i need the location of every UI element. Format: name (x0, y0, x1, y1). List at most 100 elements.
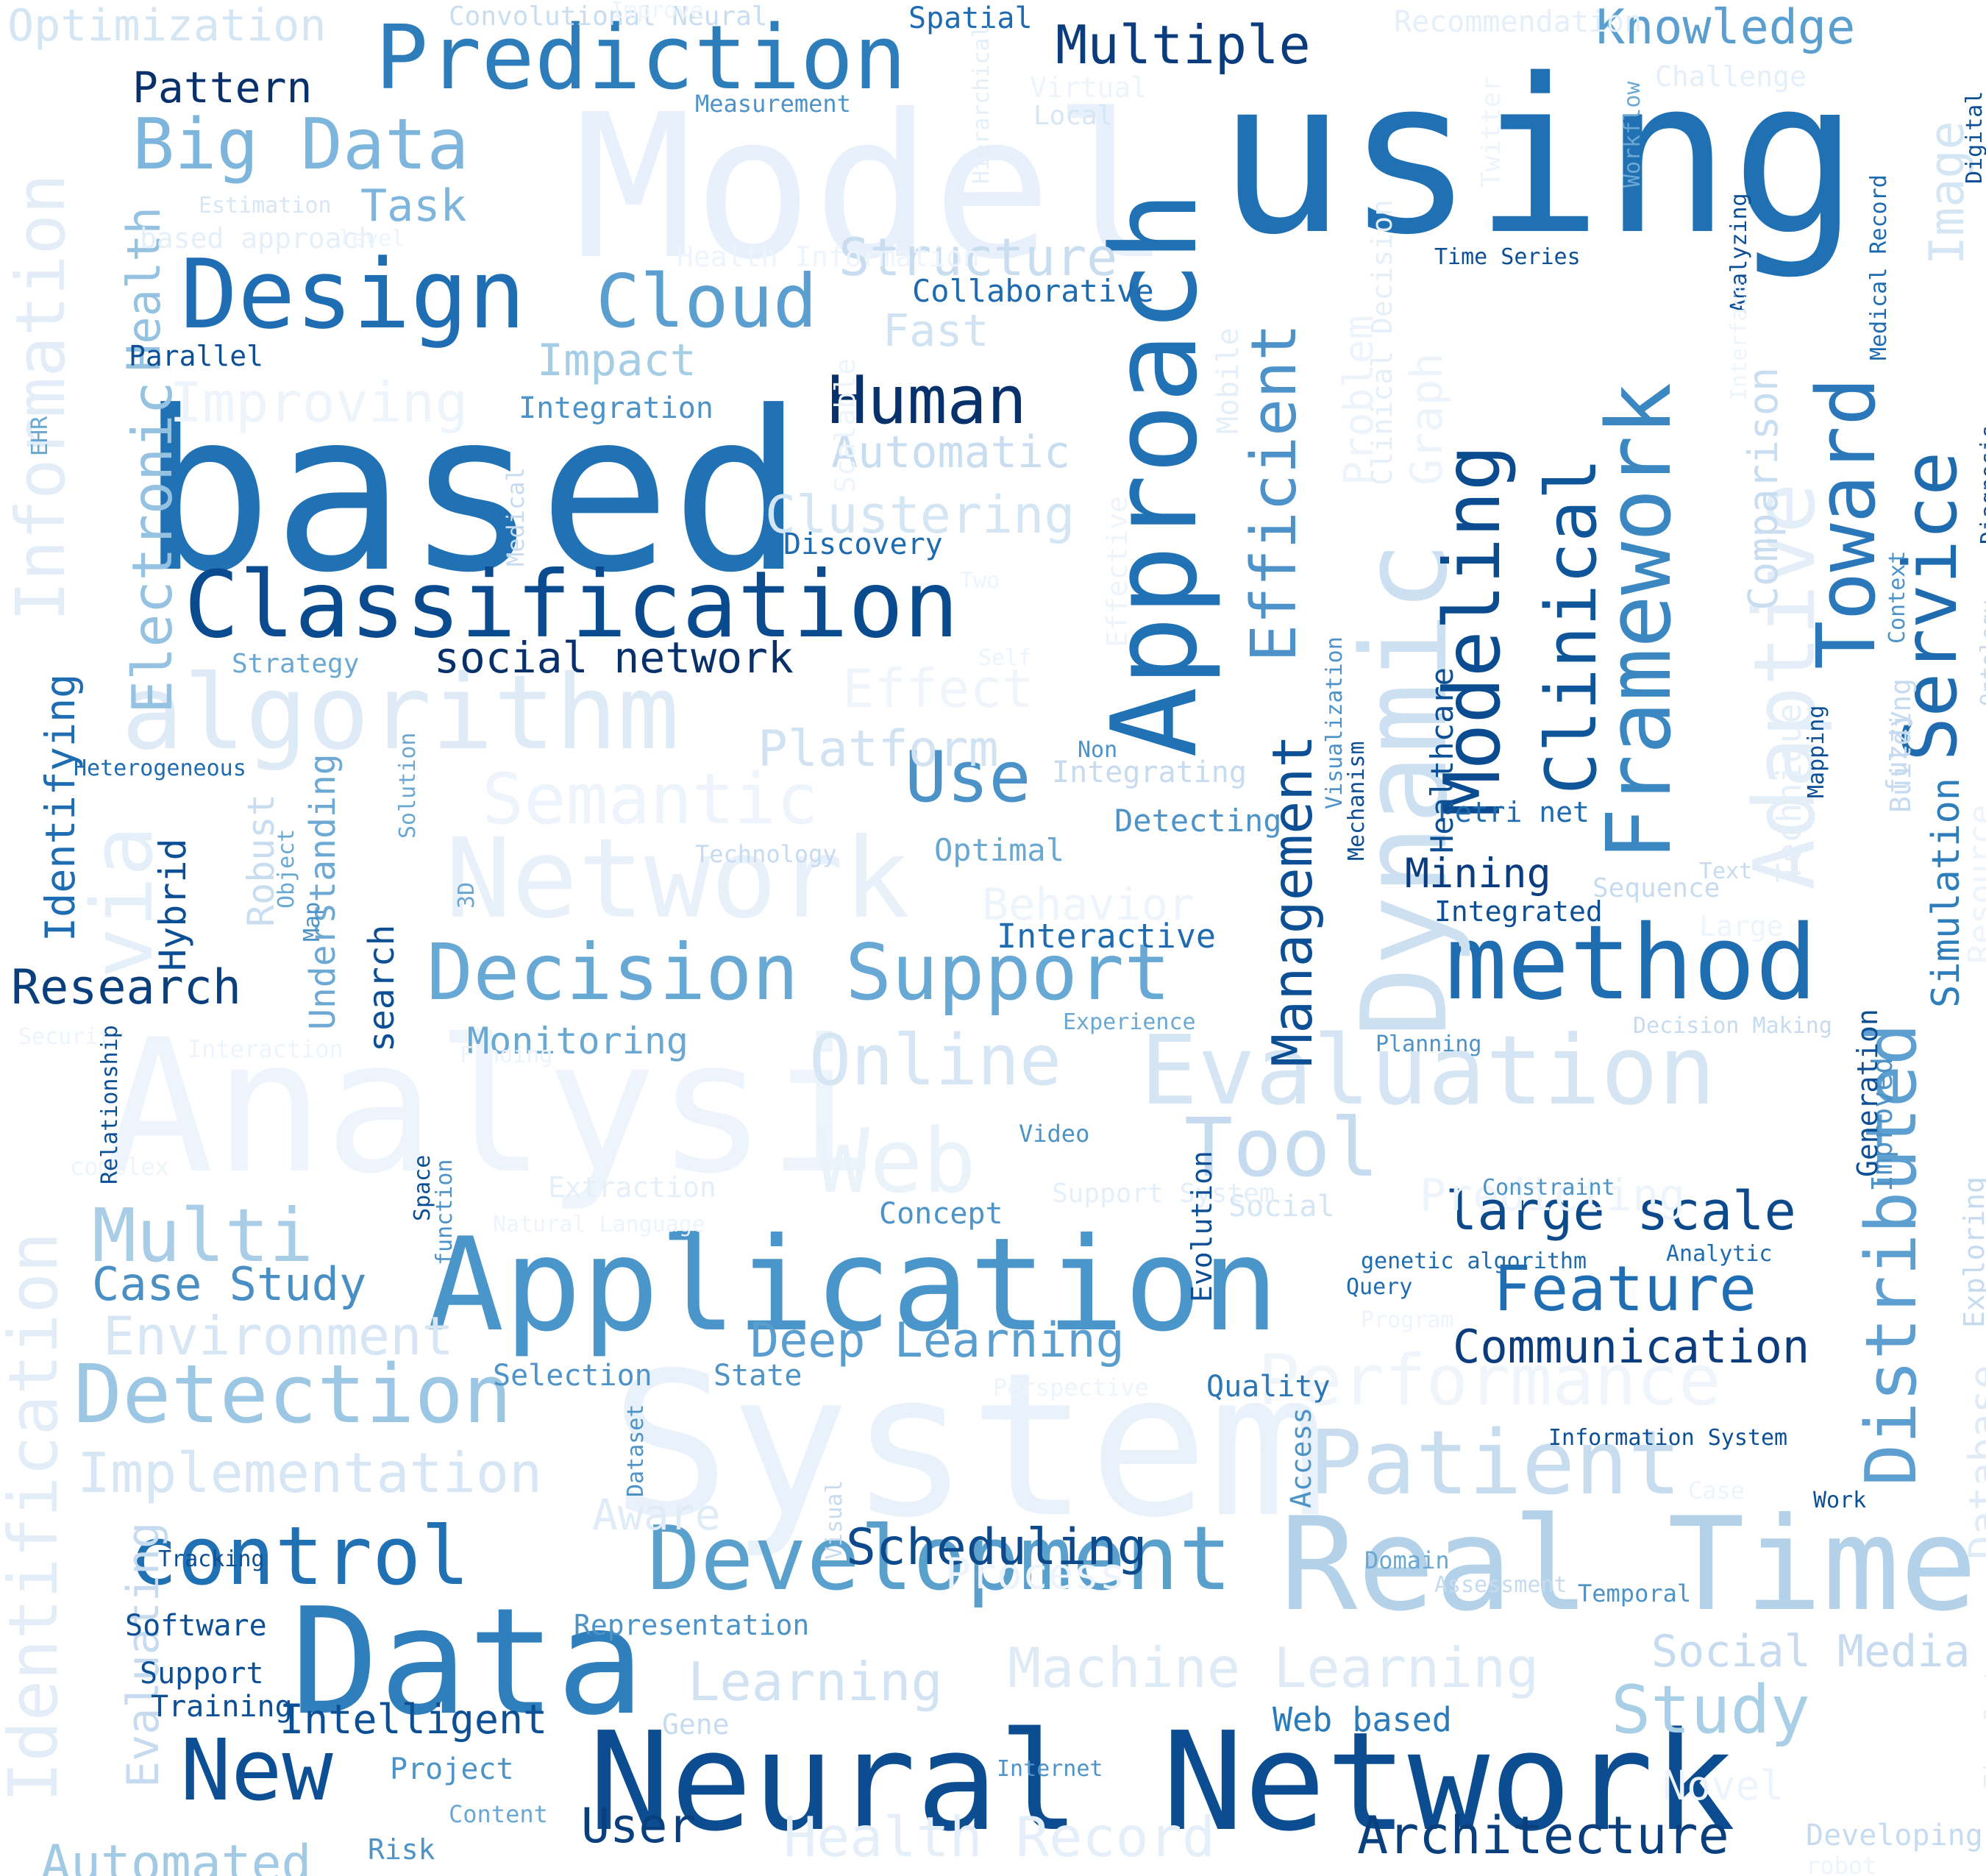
word-179: Scalable (829, 358, 861, 493)
word-37: Online (809, 1020, 1062, 1101)
word-62: Intelligent (280, 1696, 548, 1743)
word-130: Health Information (677, 241, 980, 273)
word-183: Healthcare (1424, 667, 1460, 853)
word-5: Application (427, 1211, 1279, 1360)
word-99: Social Media (1651, 1626, 1971, 1677)
word-196: Generation (1851, 1009, 1884, 1177)
word-86: Predicting (1420, 1170, 1686, 1221)
word-115: Technology (695, 840, 837, 868)
word-29: Identification (0, 1232, 73, 1802)
word-111: Discovery (783, 527, 943, 561)
word-13: algorithm (121, 653, 680, 773)
word-2: based (140, 364, 805, 621)
word-48: Multiple (1056, 14, 1311, 76)
word-175: Workflow (1620, 81, 1645, 188)
word-98: Process (945, 1549, 1125, 1599)
word-204: Relationship (97, 1025, 123, 1184)
word-32: control (129, 1509, 470, 1603)
word-61: Automated (40, 1835, 312, 1876)
word-167: robot (1806, 1852, 1877, 1876)
word-106: State (713, 1359, 802, 1393)
word-70: Pattern (132, 63, 313, 113)
word-72: Automatic (831, 427, 1071, 478)
word-91: Database (1960, 1365, 1986, 1560)
word-109: Detecting (1114, 803, 1282, 839)
word-27: Management (1260, 734, 1325, 1067)
word-135: Extraction (548, 1171, 716, 1204)
word-101: Novel (1662, 1762, 1784, 1809)
word-134: Support System (1052, 1179, 1275, 1209)
word-7: Neural Network (588, 1702, 1736, 1861)
word-154: Work (1813, 1488, 1867, 1513)
word-0: Model (574, 71, 1172, 303)
word-198: Time System (1980, 1641, 1986, 1788)
word-73: Improving (169, 370, 469, 435)
word-114: Heterogeneous (74, 756, 246, 781)
word-90: Simulation (1924, 777, 1968, 1008)
word-125: Spatial (908, 1, 1033, 35)
word-162: Risk (368, 1833, 435, 1866)
word-139: Interaction (188, 1035, 344, 1063)
word-161: Content (449, 1800, 548, 1828)
word-209: Visual (822, 1479, 847, 1560)
word-124: Improve (611, 0, 704, 24)
word-122: Local (1033, 101, 1114, 131)
word-53: Implementation (77, 1440, 543, 1505)
word-93: Technique (1770, 703, 1809, 883)
word-178: Mobile (1211, 327, 1245, 435)
word-63: Scheduling (846, 1518, 1147, 1577)
word-144: Constraint (1482, 1175, 1615, 1201)
word-208: Dataset (623, 1404, 649, 1497)
word-150: Information System (1548, 1425, 1788, 1451)
word-65: User (581, 1799, 697, 1854)
word-128: based approach (140, 222, 376, 255)
word-168: Two (960, 568, 1000, 594)
word-113: Strategy (232, 649, 360, 679)
word-36: Tool (1184, 1101, 1379, 1195)
word-58: Learning (688, 1651, 943, 1713)
word-188: Medical Record (1866, 174, 1892, 360)
word-33: New (180, 1722, 333, 1820)
word-189: Diagnosis (1976, 424, 1986, 544)
word-129: level (338, 226, 405, 252)
word-141: Experience (1063, 1009, 1196, 1035)
word-87: Optimization (7, 0, 327, 51)
word-205: Space (410, 1154, 435, 1221)
word-159: Training (151, 1690, 293, 1724)
word-74: Impact (537, 335, 697, 386)
word-133: Video (1019, 1120, 1090, 1148)
word-43: Study (1611, 1671, 1810, 1749)
word-57: Case Study (92, 1257, 367, 1311)
word-39: Human (828, 362, 1027, 439)
word-187: Interface (1726, 281, 1752, 401)
word-176: Digital (1962, 90, 1986, 184)
word-146: Query (1346, 1274, 1413, 1300)
word-143: Decision Making (1633, 1013, 1832, 1039)
word-49: Machine Learning (1008, 1635, 1540, 1700)
word-119: Recommendation (1394, 5, 1642, 39)
word-138: Security (18, 1024, 125, 1050)
word-84: Behavior (982, 879, 1195, 931)
word-118: Integrated (1434, 895, 1603, 928)
word-177: Hierarchical (969, 24, 994, 184)
word-105: Quality (1206, 1370, 1331, 1404)
word-66: Research (11, 960, 242, 1015)
word-42: Feature (1493, 1253, 1757, 1326)
word-100: Web based (1273, 1700, 1452, 1739)
word-35: Web (816, 1111, 976, 1213)
word-103: Social (1228, 1190, 1335, 1223)
word-121: Virtual (1030, 71, 1148, 104)
word-38: Multi (92, 1193, 314, 1279)
word-81: Understanding (302, 753, 344, 1030)
word-151: Domain (1364, 1546, 1450, 1574)
word-77: Identifying (37, 673, 84, 942)
word-207: Evolution (1186, 1151, 1218, 1302)
word-10: Classification (184, 552, 959, 658)
word-194: Building (1884, 678, 1917, 813)
word-82: Monitoring (467, 1020, 689, 1062)
word-15: Development (647, 1508, 1232, 1610)
word-52: Semantic (482, 759, 819, 840)
word-158: Support (140, 1657, 264, 1691)
word-4: System (611, 1329, 1328, 1561)
